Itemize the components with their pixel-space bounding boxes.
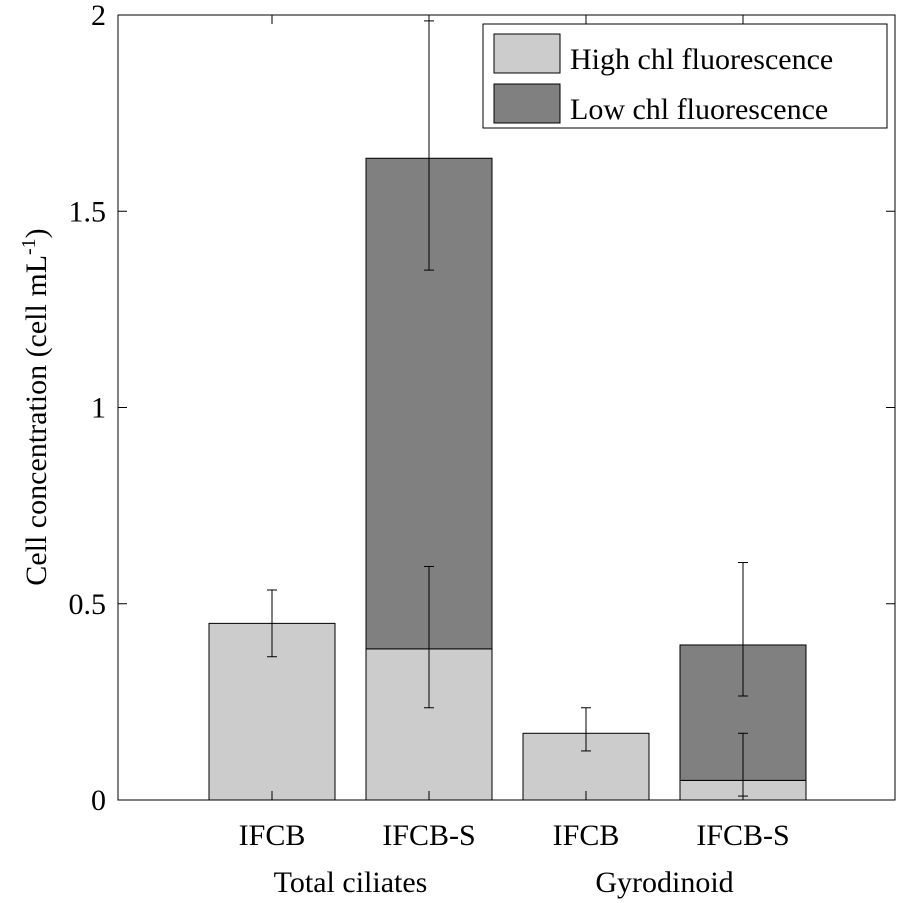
error-bar-high-0	[267, 589, 277, 658]
group-label: Gyrodinoid	[595, 866, 733, 899]
x-tick-label: IFCB-S	[696, 819, 789, 852]
y-axis-title-superscript: -1	[18, 238, 40, 255]
y-axis: 0 0.5 1 1.5 2	[69, 0, 895, 817]
x-tick-label: IFCB	[553, 819, 620, 852]
error-bar-high-1	[424, 565, 434, 709]
group-labels: Total ciliates Gyrodinoid	[274, 866, 734, 899]
legend-swatch-low	[493, 83, 561, 124]
x-tick-label: IFCB	[239, 819, 306, 852]
legend-swatch-high	[493, 33, 561, 74]
y-axis-title-main: Cell concentration (cell mL	[20, 255, 53, 586]
x-axis-labels: IFCB IFCB-S IFCB IFCB-S	[239, 15, 790, 852]
y-tick-label: 0	[91, 784, 106, 817]
legend-label-low: Low chl fluorescence	[570, 93, 828, 126]
legend-label-high: High chl fluorescence	[570, 43, 833, 76]
legend: High chl fluorescence Low chl fluorescen…	[482, 23, 888, 129]
y-tick-label: 1.5	[69, 195, 107, 228]
y-axis-title: Cell concentration (cell mL-1)	[18, 228, 53, 585]
y-tick-label: 0.5	[69, 588, 107, 621]
y-tick-label: 2	[91, 0, 106, 32]
error-bar-low-3	[738, 562, 748, 697]
error-bar-high-2	[581, 707, 591, 752]
bars-layer	[208, 157, 807, 801]
x-tick-label: IFCB-S	[382, 819, 475, 852]
error-bars-layer	[267, 20, 748, 797]
y-axis-title-suffix: )	[20, 228, 53, 238]
group-label: Total ciliates	[274, 866, 428, 899]
y-tick-label: 1	[91, 392, 106, 425]
